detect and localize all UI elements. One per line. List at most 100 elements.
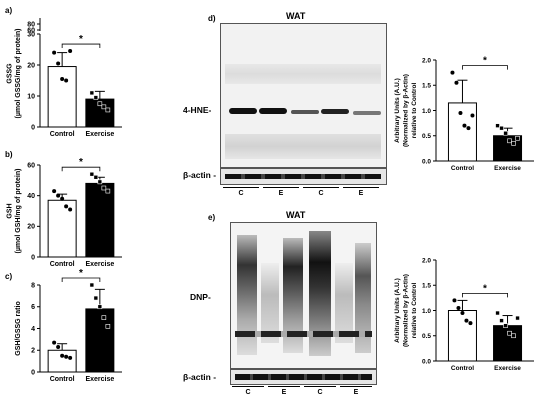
panel-label-c: c) <box>5 272 13 281</box>
blot-e-bracket-2 <box>268 386 300 387</box>
blot-d-actin-band <box>225 174 381 179</box>
chart-e-point-control <box>464 318 469 323</box>
blot-d-band-3 <box>291 110 319 114</box>
blot-e-actin-label: β-actin - <box>183 372 217 382</box>
chart-d-point-exercise <box>499 125 504 131</box>
chart-e-point-control <box>460 311 465 316</box>
chart-d-ytick-label: 2.0 <box>422 57 431 64</box>
chart-e-bar-control <box>447 310 477 362</box>
chart-c-point-exercise <box>101 315 107 320</box>
blot-d-image <box>220 23 387 168</box>
chart-a-point-exercise <box>89 90 95 96</box>
chart-d-ylabel: Arbitrary Units (A.U.) <box>394 78 401 143</box>
blot-d-band-4 <box>321 109 349 114</box>
chart-b-point-control <box>68 207 73 212</box>
chart-e-point-control <box>468 321 473 326</box>
chart-a-ytick-label: 20 <box>27 62 35 69</box>
blot-e-lane-4: E <box>353 389 359 396</box>
chart-b-point-control <box>64 204 69 209</box>
chart-b-point-exercise <box>105 188 111 194</box>
chart-e-point-exercise <box>515 315 520 321</box>
blot-e-lane-smear-5 <box>335 263 353 343</box>
chart-b-point-control <box>56 193 61 198</box>
chart-d-point-control <box>454 80 459 85</box>
chart-c-ytick-label: 2 <box>31 348 35 355</box>
blot-e-lane-3: C <box>317 389 323 396</box>
chart-a-ytick-label: 80 <box>27 21 35 28</box>
chart-b-point-exercise <box>93 174 99 180</box>
chart-e-point-exercise <box>495 310 500 316</box>
chart-c-ylabel: GSH/GSSG ratio <box>15 301 22 355</box>
chart-a-significance-star: * <box>79 34 83 45</box>
chart-d-ytick-label: 0.0 <box>422 158 431 165</box>
blot-e-lane-smear-6 <box>355 243 371 353</box>
chart-e-ytick-label: 1.5 <box>422 283 431 290</box>
chart-d-ytick-label: 1.0 <box>422 108 431 115</box>
chart-e-point-control <box>452 298 457 303</box>
chart-c-significance-star: * <box>79 268 83 279</box>
blot-d-lane-4: E <box>358 190 364 197</box>
chart-b-ytick-label: 20 <box>27 224 35 231</box>
chart-d-point-control <box>466 126 471 131</box>
chart-d-point-exercise <box>515 135 520 141</box>
blot-e-lane-2: E <box>281 389 287 396</box>
chart-d-ytick-label: 1.5 <box>422 83 431 90</box>
chart-a-point-exercise <box>93 95 99 100</box>
chart-e-point-exercise <box>503 323 508 328</box>
chart-b-significance-bracket <box>61 166 101 172</box>
blot-d-actin-label: β-actin - <box>183 170 217 180</box>
chart-b-point-control <box>52 189 57 194</box>
chart-a-bar-control <box>47 66 77 128</box>
chart-e-point-exercise <box>511 333 516 339</box>
chart-c-point-control <box>68 355 73 360</box>
chart-a-point-exercise <box>105 107 111 113</box>
chart-c-significance-bracket <box>61 277 101 282</box>
blot-e-band-row <box>235 331 372 337</box>
blot-d-haze <box>225 64 381 84</box>
chart-d-significance-star: * <box>483 56 487 67</box>
chart-c-point-exercise <box>93 295 99 301</box>
chart-b-ylabel: (µmol GSH/mg of protein) <box>15 169 22 254</box>
blot-d-actin <box>220 168 387 185</box>
chart-b-significance-star: * <box>79 157 83 168</box>
chart-b-ytick-label: 60 <box>27 162 35 169</box>
chart-a-point-exercise <box>101 104 107 110</box>
chart-d-point-control <box>458 111 463 116</box>
blot-d-haze-2 <box>225 134 381 159</box>
blot-d-target-label: 4-HNE- <box>183 105 212 115</box>
chart-c-point-control <box>64 354 69 359</box>
blot-e-actin-band <box>235 374 372 380</box>
blot-e-actin <box>230 369 377 385</box>
chart-c-ytick-label: 6 <box>31 304 35 311</box>
chart-b-bar-exercise <box>85 182 115 258</box>
chart-d-bar-control <box>447 102 477 162</box>
chart-a-point-exercise <box>97 101 103 107</box>
chart-d-ytick-label: 0.5 <box>422 133 431 140</box>
chart-b-category-label: Control <box>50 261 75 268</box>
chart-d-ylabel: relative to Control <box>411 83 418 139</box>
chart-gsh: 0 20 40 60 GSH (µmol GSH/mg of protein) Contro… <box>7 157 122 268</box>
chart-e-significance-bracket <box>462 292 508 298</box>
chart-a-ylabel: GSSG <box>7 63 14 84</box>
blot-e-lane-smear-1 <box>237 235 257 355</box>
blot-e-bracket-1 <box>232 386 264 387</box>
chart-4hne-quant: 0.0 0.5 1.0 1.5 2.0 Arbitrary Units (A.U.) (No… <box>394 56 534 172</box>
blot-e-lane-1: C <box>245 389 251 396</box>
chart-e-ylabel: relative to Control <box>411 283 418 339</box>
chart-e-significance-star: * <box>483 283 487 294</box>
blot-d-bracket-3 <box>303 187 339 188</box>
chart-c-bar-exercise <box>85 308 115 373</box>
chart-a-point-control <box>60 76 65 81</box>
chart-c-point-control <box>60 353 65 358</box>
chart-e-ylabel: (Normalized by β-Actin) <box>403 274 410 347</box>
chart-d-point-control <box>462 123 467 128</box>
chart-b-ytick-label: 40 <box>27 193 35 200</box>
panel-label-a: a) <box>5 6 13 15</box>
chart-e-point-exercise <box>507 330 512 336</box>
chart-b-point-exercise <box>97 179 103 185</box>
chart-c-category-label: Control <box>50 376 75 383</box>
blot-d-band-5 <box>353 111 381 115</box>
chart-e-category-label: Exercise <box>494 365 521 372</box>
blot-d-band-1 <box>229 108 257 114</box>
